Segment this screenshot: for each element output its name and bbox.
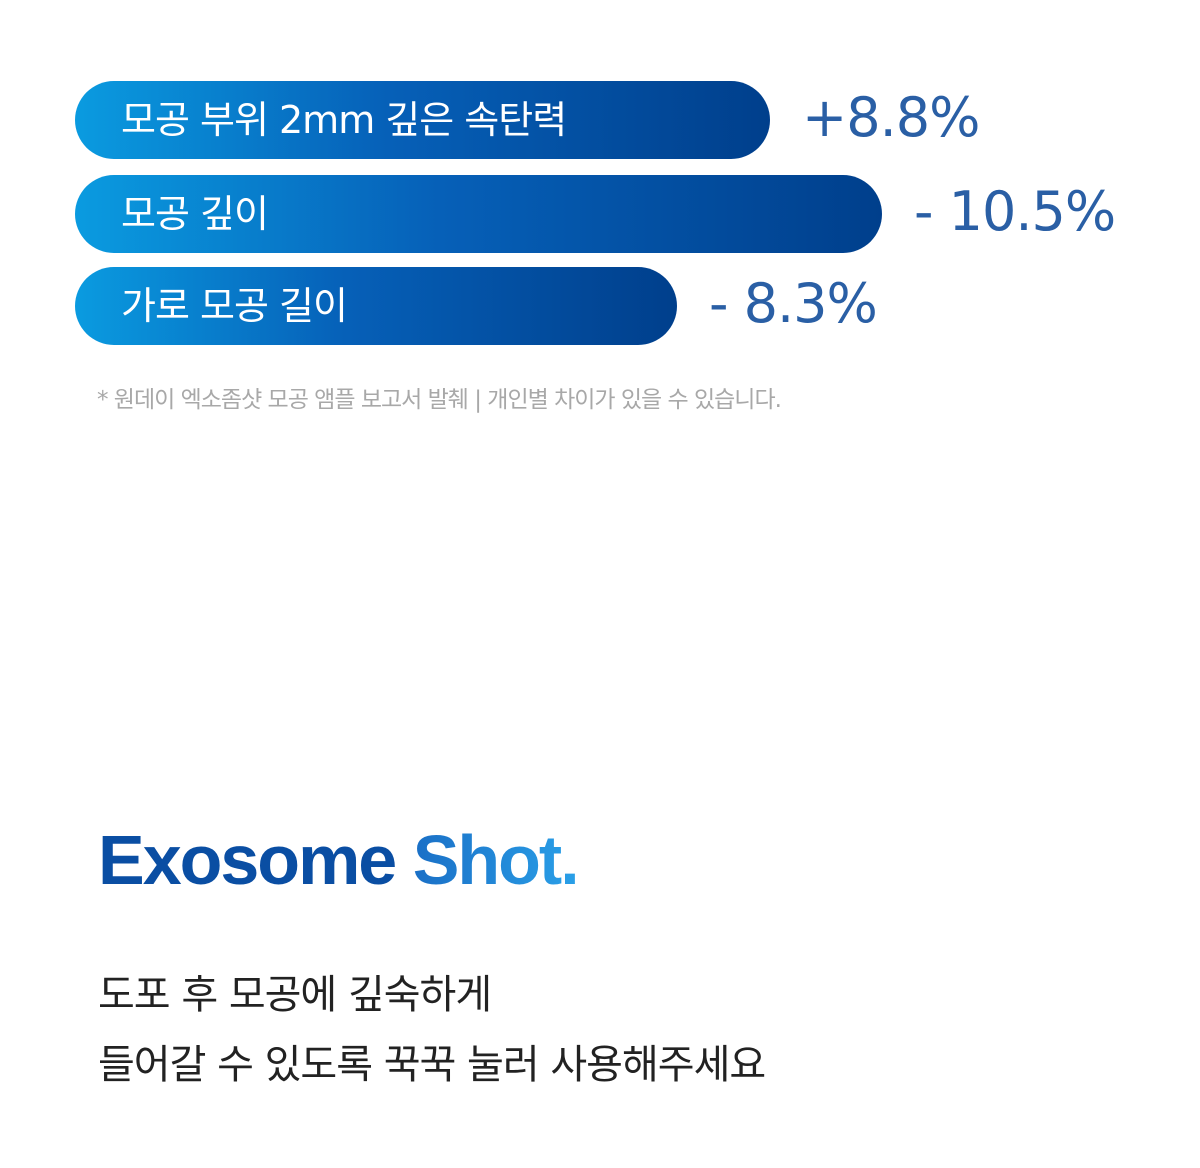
description: 도포 후 모공에 깊숙하게 들어갈 수 있도록 꾹꾹 눌러 사용해주세요 — [98, 960, 766, 1100]
bar-label: 가로 모공 길이 — [121, 284, 348, 328]
brand-title: Exosome Shot. — [98, 820, 580, 900]
bar: 모공 깊이 — [75, 175, 882, 253]
bar: 모공 부위 2mm 깊은 속탄력 — [75, 81, 770, 159]
bar: 가로 모공 길이 — [75, 267, 677, 345]
brand-title-part2: Shot. — [412, 821, 580, 899]
bar-value-label: - 10.5% — [914, 180, 1116, 243]
bar-value-label: - 8.3% — [709, 272, 878, 335]
brand-title-part1: Exosome — [98, 821, 397, 899]
description-line: 들어갈 수 있도록 꾹꾹 눌러 사용해주세요 — [98, 1042, 766, 1088]
bar-label: 모공 부위 2mm 깊은 속탄력 — [121, 98, 567, 142]
bar-label: 모공 깊이 — [121, 192, 269, 236]
bar-value-label: +8.8% — [802, 86, 980, 149]
footnote: * 원데이 엑소좀샷 모공 앰플 보고서 발췌 | 개인별 차이가 있을 수 있… — [97, 387, 782, 413]
description-line: 도포 후 모공에 깊숙하게 — [98, 972, 492, 1018]
